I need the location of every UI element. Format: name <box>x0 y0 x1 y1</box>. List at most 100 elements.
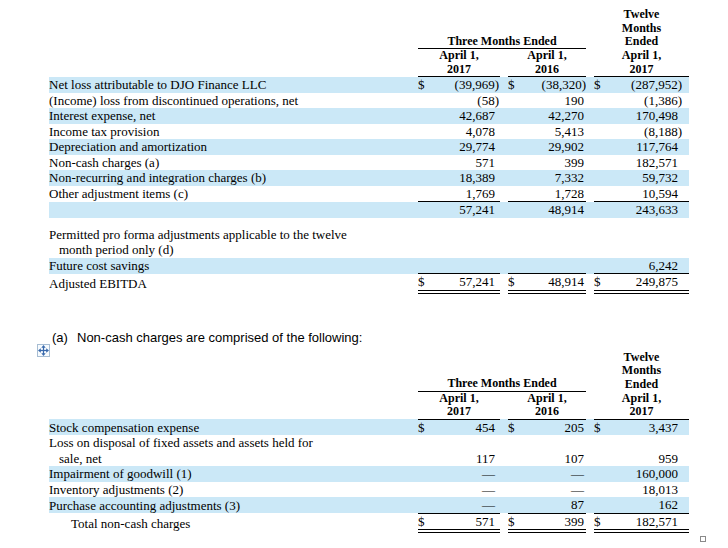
column-header-period: April 1,2016 <box>508 49 586 77</box>
column-gap <box>586 155 594 171</box>
currency-symbol <box>508 466 522 482</box>
cell-value: 190 <box>522 93 586 109</box>
column-gap <box>586 482 594 498</box>
cell-value: 1,728 <box>522 186 586 202</box>
column-gap <box>500 482 508 498</box>
cell-value: 117,764 <box>608 139 689 155</box>
cell-value: 5,413 <box>522 124 586 140</box>
column-gap <box>586 186 594 202</box>
column-gap <box>586 93 594 109</box>
column-gap <box>500 497 508 513</box>
currency-symbol <box>508 108 522 124</box>
column-header-twelve-months: TwelveMonthsEnded <box>594 351 689 392</box>
cell-value: 399 <box>522 155 586 171</box>
column-gap <box>500 435 508 466</box>
row-label <box>49 202 418 218</box>
row-label: Total non-cash charges <box>49 513 418 531</box>
cell-value: 182,571 <box>608 155 689 171</box>
row-label: Non-cash charges (a) <box>49 155 418 171</box>
currency-symbol: $ <box>508 419 522 435</box>
column-gap <box>586 227 594 258</box>
row-label: Loss on disposal of fixed assets and ass… <box>49 435 418 466</box>
row-label: Stock compensation expense <box>49 419 418 435</box>
cell-value: — <box>522 466 586 482</box>
currency-symbol <box>594 186 608 202</box>
currency-symbol <box>418 108 432 124</box>
currency-symbol <box>594 155 608 171</box>
table-row: Loss on disposal of fixed assets and ass… <box>49 435 689 466</box>
cell-value <box>432 258 500 274</box>
currency-symbol <box>418 124 432 140</box>
row-label: Adjusted EBITDA <box>49 274 418 292</box>
cell-value: 6,242 <box>608 258 689 274</box>
footnote-a-line: (a)Non-cash charges are comprised of the… <box>52 330 728 345</box>
currency-symbol: $ <box>418 419 432 435</box>
footnote-text: Non-cash charges are comprised of the fo… <box>77 330 362 345</box>
cell-value: 107 <box>522 435 586 466</box>
cell-value: (38,320) <box>522 77 586 93</box>
row-label: Other adjustment items (c) <box>49 186 418 202</box>
cell-value: 87 <box>522 497 586 513</box>
cell-value: 959 <box>608 435 689 466</box>
column-gap <box>500 139 508 155</box>
column-gap <box>586 124 594 140</box>
cell-value: 29,774 <box>432 139 500 155</box>
column-gap <box>586 466 594 482</box>
currency-symbol <box>508 124 522 140</box>
currency-symbol <box>418 227 432 258</box>
cell-value: 182,571 <box>608 513 689 531</box>
cell-value: 1,769 <box>432 186 500 202</box>
cell-value: 3,437 <box>608 419 689 435</box>
currency-symbol: $ <box>594 77 608 93</box>
cell-value: 7,332 <box>522 170 586 186</box>
currency-symbol <box>508 497 522 513</box>
currency-symbol <box>508 227 522 258</box>
column-gap <box>500 419 508 435</box>
table-row <box>49 218 689 227</box>
column-gap <box>586 435 594 466</box>
cell-value: 48,914 <box>522 274 586 292</box>
column-gap <box>586 49 594 77</box>
column-header-period: April 1,2017 <box>418 391 500 419</box>
column-gap <box>586 8 594 49</box>
currency-symbol: $ <box>418 77 432 93</box>
currency-symbol <box>508 435 522 466</box>
resize-handle-icon[interactable] <box>700 536 706 542</box>
row-label: Permitted pro forma adjustments applicab… <box>49 227 418 258</box>
currency-symbol <box>508 170 522 186</box>
table-row: Interest expense, net42,68742,270170,498 <box>49 108 689 124</box>
column-gap <box>500 124 508 140</box>
column-group-header-three-months: Three Months Ended <box>418 351 586 392</box>
currency-symbol <box>418 466 432 482</box>
table-row: Net loss attributable to DJO Finance LLC… <box>49 77 689 93</box>
column-gap <box>586 170 594 186</box>
cell-value <box>522 227 586 258</box>
cell-value <box>608 227 689 258</box>
cell-value: (1,386) <box>608 93 689 109</box>
cell-value: 571 <box>432 155 500 171</box>
currency-symbol <box>508 93 522 109</box>
move-handle-icon[interactable] <box>37 344 50 357</box>
currency-symbol <box>594 139 608 155</box>
column-gap <box>500 108 508 124</box>
cell-value <box>432 227 500 258</box>
currency-symbol <box>418 497 432 513</box>
currency-symbol: $ <box>508 513 522 531</box>
row-label: Purchase accounting adjustments (3) <box>49 497 418 513</box>
cell-value: 29,902 <box>522 139 586 155</box>
column-header-period: April 1,2017 <box>594 391 689 419</box>
table-row: Impairment of goodwill (1)——160,000 <box>49 466 689 482</box>
cell-value: 249,875 <box>608 274 689 292</box>
row-label: Inventory adjustments (2) <box>49 482 418 498</box>
cell-value: (8,188) <box>608 124 689 140</box>
column-gap <box>500 258 508 274</box>
cell-value: — <box>432 466 500 482</box>
row-label: Impairment of goodwill (1) <box>49 466 418 482</box>
cell-value: (287,952) <box>608 77 689 93</box>
currency-symbol <box>594 202 608 218</box>
column-gap <box>586 108 594 124</box>
footnote-marker: (a) <box>52 330 77 345</box>
table-row: Non-recurring and integration charges (b… <box>49 170 689 186</box>
column-gap <box>500 391 508 419</box>
cell-value: — <box>522 482 586 498</box>
